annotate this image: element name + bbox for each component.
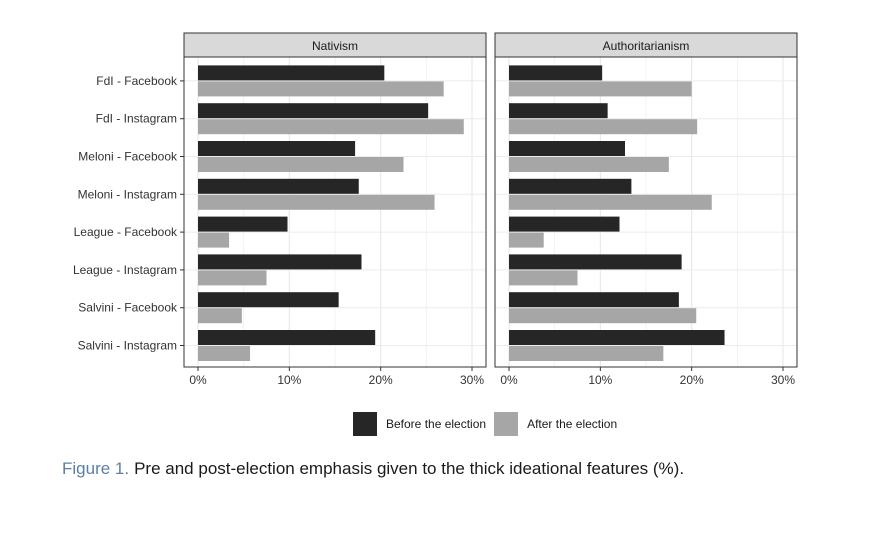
bar-authoritarianism-fdi-facebook-before-the-election [509, 65, 603, 81]
legend-key-after [494, 412, 519, 436]
bar-authoritarianism-salvini-facebook-after-the-election [509, 308, 697, 324]
category-label-fdi-facebook: FdI - Facebook [96, 74, 178, 88]
bar-nativism-salvini-instagram-after-the-election [198, 346, 251, 361]
facet-strip-nativism [183, 32, 487, 58]
bar-authoritarianism-league-instagram-before-the-election [509, 254, 682, 270]
x-tick-label-authoritarianism: 20% [680, 373, 704, 387]
category-label-fdi-instagram: FdI - Instagram [96, 112, 177, 126]
faceted-bar-chart: Nativism 0% 10% 20% 30% Authoritarianism 0% 10%… [73, 32, 798, 387]
bar-authoritarianism-meloni-instagram-before-the-election [509, 178, 632, 194]
bar-authoritarianism-league-instagram-after-the-election [509, 270, 578, 286]
figure-caption: Figure 1. Pre and post-election emphasis … [62, 459, 684, 479]
bar-authoritarianism-fdi-facebook-after-the-election [509, 81, 692, 97]
figure-caption-text: Pre and post-election emphasis given to … [134, 459, 685, 478]
bar-nativism-meloni-facebook-after-the-election [198, 157, 404, 172]
bar-nativism-meloni-instagram-before-the-election [198, 178, 359, 194]
bar-authoritarianism-league-facebook-before-the-election [509, 216, 620, 232]
category-label-meloni-facebook: Meloni - Facebook [78, 150, 178, 164]
legend-label-before: Before the election [386, 417, 487, 431]
x-tick-label-nativism: 0% [189, 373, 207, 387]
category-label-meloni-instagram: Meloni - Instagram [78, 187, 177, 201]
bar-nativism-league-facebook-before-the-election [198, 216, 288, 232]
bar-nativism-fdi-facebook-before-the-election [198, 65, 385, 81]
bar-authoritarianism-fdi-instagram-after-the-election [509, 119, 698, 135]
bar-authoritarianism-league-facebook-after-the-election [509, 232, 544, 248]
bar-nativism-meloni-instagram-after-the-election [198, 194, 435, 210]
bar-authoritarianism-fdi-instagram-before-the-election [509, 103, 608, 119]
bar-nativism-meloni-facebook-before-the-election [198, 141, 356, 156]
bar-authoritarianism-meloni-instagram-after-the-election [509, 194, 712, 210]
panel-border-nativism [183, 56, 487, 368]
legend-key-before [353, 412, 377, 436]
category-label-salvini-facebook: Salvini - Facebook [78, 301, 178, 315]
x-tick-label-nativism: 30% [460, 373, 484, 387]
legend-item-before: Before the election [353, 412, 486, 436]
bar-nativism-league-instagram-before-the-election [198, 254, 362, 270]
bar-nativism-fdi-facebook-after-the-election [198, 81, 444, 97]
x-tick-label-authoritarianism: 10% [588, 373, 612, 387]
facet-title-authoritarianism: Authoritarianism [603, 39, 690, 53]
legend-label-after: After the election [527, 417, 618, 431]
category-label-salvini-instagram: Salvini - Instagram [78, 339, 177, 353]
bar-nativism-league-instagram-after-the-election [198, 270, 267, 286]
bar-nativism-fdi-instagram-after-the-election [198, 119, 464, 135]
x-tick-label-nativism: 20% [369, 373, 393, 387]
x-tick-label-authoritarianism: 30% [771, 373, 795, 387]
x-tick-label-authoritarianism: 0% [500, 373, 518, 387]
panel-border-authoritarianism [494, 56, 798, 368]
category-label-league-instagram: League - Instagram [73, 263, 177, 277]
bar-authoritarianism-salvini-facebook-before-the-election [509, 292, 679, 308]
bar-authoritarianism-meloni-facebook-before-the-election [509, 141, 625, 156]
category-label-league-facebook: League - Facebook [74, 225, 178, 239]
bar-authoritarianism-salvini-instagram-before-the-election [509, 330, 725, 345]
bar-nativism-salvini-instagram-before-the-election [198, 330, 376, 345]
bar-nativism-salvini-facebook-before-the-election [198, 292, 339, 308]
legend: Before the election After the election [353, 411, 625, 437]
bar-authoritarianism-meloni-facebook-after-the-election [509, 157, 669, 172]
bar-nativism-league-facebook-after-the-election [198, 232, 230, 248]
facet-title-nativism: Nativism [312, 39, 358, 53]
bar-nativism-fdi-instagram-before-the-election [198, 103, 429, 119]
bar-nativism-salvini-facebook-after-the-election [198, 308, 242, 324]
legend-item-after: After the election [494, 412, 617, 436]
facet-strip-authoritarianism [494, 32, 798, 58]
x-tick-label-nativism: 10% [277, 373, 301, 387]
bar-authoritarianism-salvini-instagram-after-the-election [509, 346, 664, 361]
figure-label: Figure 1. [62, 459, 130, 478]
